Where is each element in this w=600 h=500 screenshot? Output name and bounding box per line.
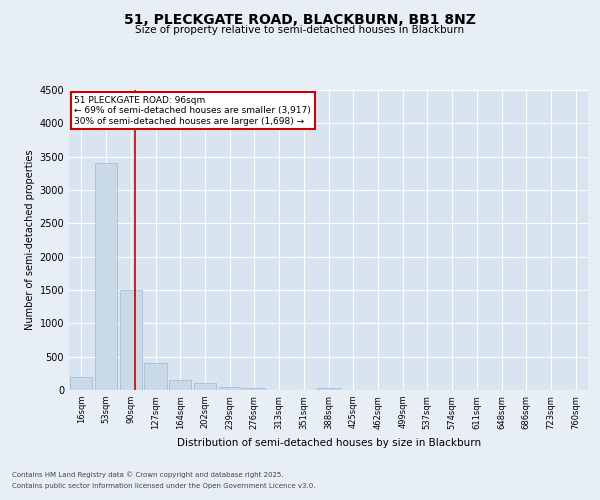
Bar [218, 386, 241, 390]
Bar [145, 364, 167, 390]
Bar [243, 388, 265, 390]
Bar [70, 376, 92, 390]
Y-axis label: Number of semi-detached properties: Number of semi-detached properties [25, 150, 35, 330]
Bar [194, 384, 216, 390]
Bar [169, 380, 191, 390]
Text: Contains public sector information licensed under the Open Government Licence v3: Contains public sector information licen… [12, 483, 316, 489]
Bar [119, 290, 142, 390]
Text: Distribution of semi-detached houses by size in Blackburn: Distribution of semi-detached houses by … [177, 438, 481, 448]
Text: 51, PLECKGATE ROAD, BLACKBURN, BB1 8NZ: 51, PLECKGATE ROAD, BLACKBURN, BB1 8NZ [124, 12, 476, 26]
Bar [317, 388, 340, 390]
Text: Size of property relative to semi-detached houses in Blackburn: Size of property relative to semi-detach… [136, 25, 464, 35]
Bar [95, 164, 117, 390]
Text: Contains HM Land Registry data © Crown copyright and database right 2025.: Contains HM Land Registry data © Crown c… [12, 471, 284, 478]
Text: 51 PLECKGATE ROAD: 96sqm
← 69% of semi-detached houses are smaller (3,917)
30% o: 51 PLECKGATE ROAD: 96sqm ← 69% of semi-d… [74, 96, 311, 126]
